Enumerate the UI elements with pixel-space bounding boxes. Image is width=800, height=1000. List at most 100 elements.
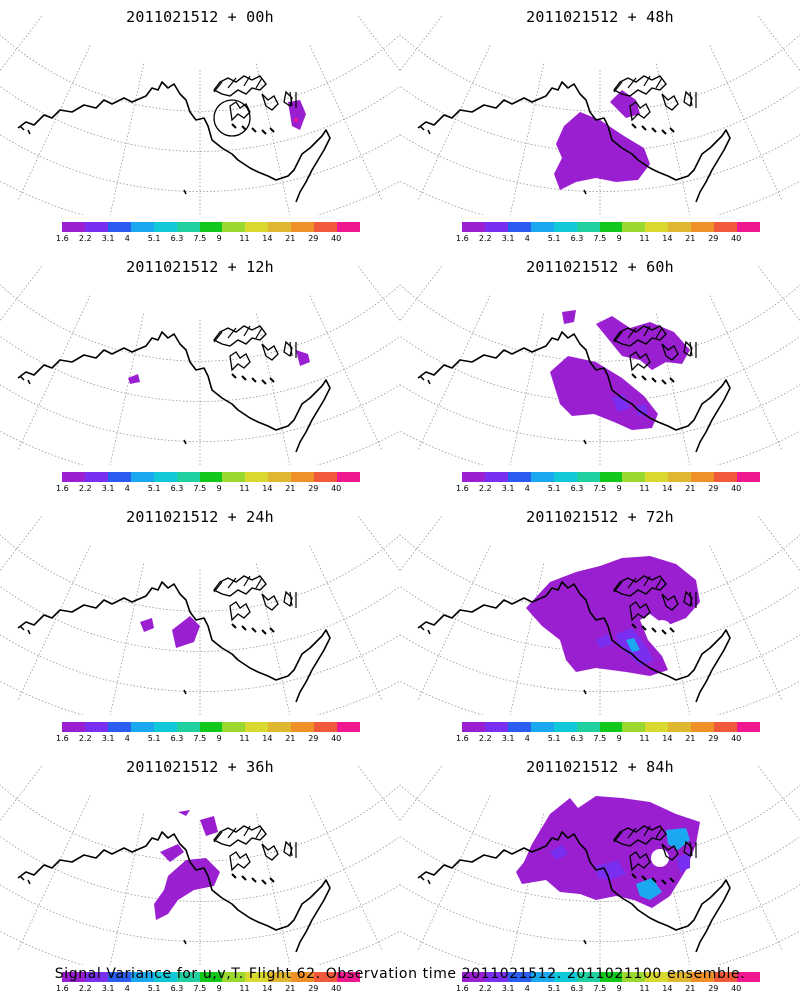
colorbar-ticks: 1.6 2.2 3.1 4 5.1 6.3 7.5 9 11 14 21 29 40 [454,984,764,994]
colorbar-swatch [337,472,360,482]
colorbar-swatch [599,972,623,982]
colorbar-swatch [107,472,131,482]
panel-title: 2011021512 + 00h [126,8,274,26]
colorbar-tick-label: 7.5 [593,984,607,993]
colorbar-tick-label: 6.3 [570,984,584,993]
colorbar-tick-label: 2.2 [478,234,492,243]
colorbar-swatch [737,722,760,732]
panel-title: 2011021512 + 24h [126,508,274,526]
colorbar-tick-label: 40 [331,734,342,743]
colorbar-tick-label: 3.1 [501,734,515,743]
colorbar-tick-label: 14 [262,734,273,743]
colorbar-swatch [691,722,715,732]
colorbar-tick-label: 14 [662,234,673,243]
colorbar-swatch [314,972,338,982]
colorbar-swatch [484,722,508,732]
colorbar-tick-label: 4 [524,984,530,993]
colorbar-swatch [291,972,315,982]
colorbar-swatch [599,472,623,482]
colorbar-swatch [291,722,315,732]
colorbar-tick-label: 6.3 [570,734,584,743]
polar-map [0,516,400,715]
colorbar-ticks: 1.6 2.2 3.1 4 5.1 6.3 7.5 9 11 14 21 29 40 [454,734,764,744]
colorbar-tick-label: 6.3 [170,234,184,243]
colorbar-swatch [714,222,738,232]
colorbar [462,972,760,982]
panel-title: 2011021512 + 36h [126,758,274,776]
colorbar-tick-label: 21 [685,984,696,993]
polar-map [400,516,800,715]
colorbar-tick-label: 21 [285,734,296,743]
colorbar-tick-label: 3.1 [501,984,515,993]
colorbar-swatch [691,472,715,482]
panel-title: 2011021512 + 84h [526,758,674,776]
colorbar-tick-label: 29 [308,984,319,993]
colorbar-swatch [462,222,485,232]
colorbar-tick-label: 29 [308,734,319,743]
colorbar-swatch [668,222,692,232]
colorbar-tick-label: 7.5 [193,984,207,993]
colorbar-tick-label: 40 [331,234,342,243]
colorbar-tick-label: 40 [731,234,742,243]
colorbar-tick-label: 4 [124,734,130,743]
colorbar-tick-label: 2.2 [78,484,92,493]
colorbar-swatch [668,722,692,732]
colorbar [462,722,760,732]
colorbar-swatch [153,472,177,482]
colorbar-tick-label: 4 [524,484,530,493]
colorbar-swatch [714,722,738,732]
map-panel: 2011021512 + 12h 1.6 2.2 3.1 4 5.1 6.3 7.5 9 11 14… [0,250,400,500]
colorbar-tick-label: 2.2 [78,234,92,243]
colorbar-tick-label: 11 [239,734,250,743]
colorbar-tick-label: 4 [124,984,130,993]
colorbar-swatch [622,472,646,482]
colorbar-swatch [314,722,338,732]
colorbar-swatch [153,722,177,732]
colorbar-tick-label: 1.6 [456,734,469,743]
colorbar-swatch [337,972,360,982]
colorbar-tick-label: 21 [685,234,696,243]
colorbar-tick-label: 9 [216,734,222,743]
colorbar-swatch [268,472,292,482]
colorbar-tick-label: 21 [285,984,296,993]
map-panel: 2011021512 + 60h 1.6 2.2 3.1 4 5.1 6.3 7.5 9 11 14… [400,250,800,500]
colorbar-swatch [199,222,223,232]
polar-map [400,16,800,215]
colorbar-tick-label: 9 [216,234,222,243]
colorbar-tick-label: 6.3 [570,484,584,493]
colorbar-swatch [84,972,108,982]
colorbar-swatch [737,222,760,232]
colorbar-swatch [245,722,269,732]
colorbar-tick-label: 2.2 [78,984,92,993]
colorbar-swatch [622,222,646,232]
colorbar-swatch [130,972,154,982]
colorbar-swatch [484,222,508,232]
colorbar-tick-label: 7.5 [593,734,607,743]
colorbar-swatch [484,972,508,982]
colorbar-swatch [84,222,108,232]
colorbar-swatch [622,722,646,732]
colorbar-tick-label: 3.1 [101,484,115,493]
colorbar-swatch [222,222,246,232]
colorbar-tick-label: 14 [262,234,273,243]
colorbar-swatch [130,472,154,482]
colorbar-tick-label: 11 [639,484,650,493]
colorbar-swatch [507,472,531,482]
colorbar-swatch [668,972,692,982]
colorbar-tick-label: 29 [308,234,319,243]
colorbar-tick-label: 40 [331,984,342,993]
colorbar-swatch [62,972,85,982]
colorbar-tick-label: 29 [708,234,719,243]
colorbar-tick-label: 14 [262,984,273,993]
colorbar-tick-label: 11 [639,984,650,993]
colorbar-tick-label: 3.1 [101,984,115,993]
colorbar-ticks: 1.6 2.2 3.1 4 5.1 6.3 7.5 9 11 14 21 29 40 [54,484,364,494]
colorbar-tick-label: 3.1 [501,484,515,493]
colorbar-tick-label: 1.6 [456,984,469,993]
colorbar-swatch [530,472,554,482]
colorbar-tick-label: 4 [524,234,530,243]
colorbar-ticks: 1.6 2.2 3.1 4 5.1 6.3 7.5 9 11 14 21 29 40 [454,234,764,244]
colorbar-swatch [645,722,669,732]
colorbar-tick-label: 29 [708,484,719,493]
colorbar-tick-label: 11 [239,484,250,493]
